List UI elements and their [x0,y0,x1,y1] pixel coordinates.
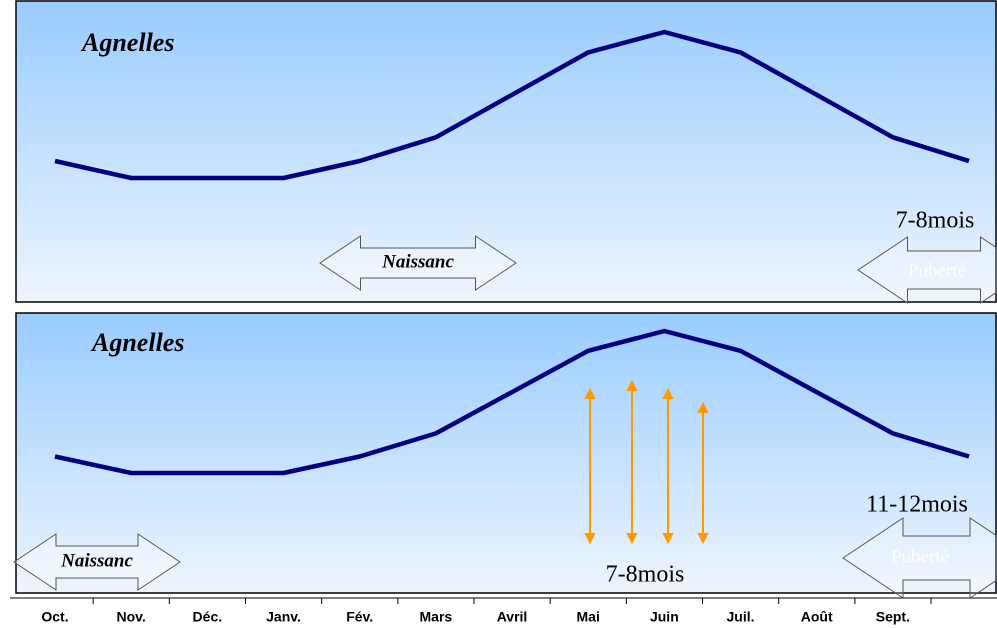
panel-title: Agnelles [80,28,174,57]
x-tick-label: Avril [497,609,528,625]
x-tick-label: Mai [577,609,600,625]
annotation: 7-8mois [606,562,685,588]
annotation: Puberté [908,260,966,281]
x-tick-label: Sept. [876,609,910,625]
panel-title: Agnelles [90,328,184,357]
x-tick-label: Déc. [193,609,223,625]
x-tick-label: Août [801,609,833,625]
panel-background [15,0,997,303]
x-tick-label: Janv. [266,609,301,625]
annotation: Naissanc [60,550,133,571]
panel-background [15,312,997,594]
annotation: 11-12mois [866,492,968,518]
x-tick-label: Mars [420,609,453,625]
double-arrow [842,517,997,599]
line-series [54,328,970,476]
line-series [54,29,970,181]
x-tick-label: Fév. [346,609,373,625]
x-tick-label: Juil. [727,609,755,625]
orange-arrows [584,379,709,545]
annotation: Naissanc [381,251,454,272]
annotation: 7-8mois [896,208,975,234]
annotation: Puberté [891,546,949,567]
double-arrow [319,235,517,291]
x-tick-label: Nov. [117,609,146,625]
x-tick-label: Juin [650,609,679,625]
double-arrow [13,533,181,591]
x-tick-label: Oct. [41,609,68,625]
double-arrow [857,236,997,304]
